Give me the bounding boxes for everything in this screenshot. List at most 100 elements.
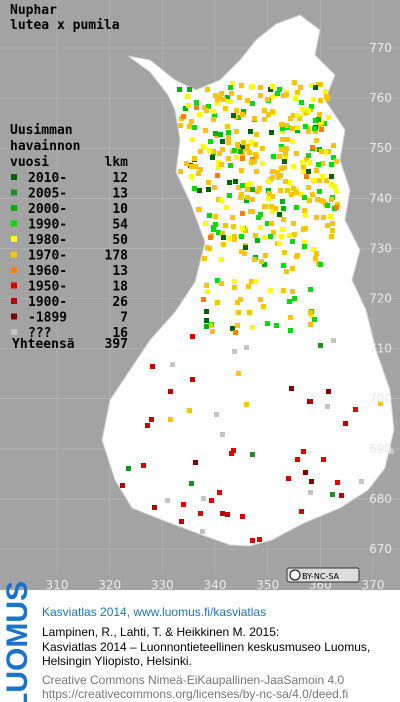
square	[232, 285, 237, 290]
square	[306, 185, 311, 190]
square	[231, 113, 236, 118]
square	[168, 417, 173, 422]
square	[229, 451, 234, 456]
square	[227, 236, 232, 241]
observation-squares	[120, 80, 394, 543]
square	[239, 249, 244, 254]
square	[252, 257, 257, 262]
legend-count: 10	[112, 202, 128, 217]
square	[269, 130, 274, 135]
square	[303, 470, 308, 475]
square	[215, 278, 220, 283]
footer-headline: Kasviatlas 2014, www.luomus.fi/kasviatla…	[42, 605, 266, 619]
square	[203, 128, 208, 133]
square	[302, 244, 307, 249]
square	[307, 198, 312, 203]
square	[262, 262, 267, 267]
square	[218, 132, 223, 137]
square	[246, 284, 251, 289]
square	[239, 234, 244, 239]
square	[211, 227, 216, 232]
square	[227, 180, 232, 185]
square	[232, 148, 237, 153]
legend-swatch	[11, 298, 17, 304]
square	[189, 119, 194, 124]
square	[275, 91, 280, 96]
square	[231, 448, 236, 453]
square	[281, 227, 286, 232]
x-grid-label: 350	[256, 578, 279, 592]
square	[252, 116, 257, 121]
square	[207, 148, 212, 153]
square	[329, 182, 334, 187]
square	[295, 125, 300, 130]
square	[240, 112, 245, 117]
square	[203, 221, 208, 226]
square	[306, 169, 311, 174]
square	[283, 151, 288, 156]
square	[316, 82, 321, 87]
square	[224, 205, 229, 210]
square	[244, 198, 249, 203]
square	[291, 186, 296, 191]
square	[192, 156, 197, 161]
square	[215, 101, 220, 106]
square	[238, 149, 243, 154]
square	[223, 106, 228, 111]
square	[263, 253, 268, 258]
square	[234, 155, 239, 160]
square	[187, 124, 192, 129]
square	[236, 371, 241, 376]
square	[303, 213, 308, 218]
square	[120, 483, 125, 488]
square	[306, 126, 311, 131]
square	[268, 288, 273, 293]
square	[215, 173, 220, 178]
square	[277, 154, 282, 159]
x-grid-label: 370	[362, 578, 385, 592]
square	[244, 345, 249, 350]
square	[258, 297, 263, 302]
square	[275, 170, 280, 175]
square	[223, 223, 228, 228]
square	[190, 137, 195, 142]
legend-heading: havainnon	[10, 139, 80, 154]
square	[204, 283, 209, 288]
square	[285, 188, 290, 193]
square	[271, 154, 276, 159]
square	[262, 117, 267, 122]
square	[216, 165, 221, 170]
square	[273, 206, 278, 211]
square	[291, 113, 296, 118]
square	[250, 187, 255, 192]
square	[202, 256, 207, 261]
square	[306, 153, 311, 158]
square	[205, 87, 210, 92]
square	[270, 109, 275, 114]
legend-label: 1950-	[28, 280, 67, 295]
square	[220, 147, 225, 152]
square	[204, 324, 209, 329]
square	[277, 87, 282, 92]
legend-count: 16	[112, 326, 128, 341]
legend-count: 7	[120, 311, 128, 326]
square	[258, 93, 263, 98]
square	[277, 212, 282, 217]
square	[315, 197, 320, 202]
square	[249, 140, 254, 145]
square	[323, 89, 328, 94]
square	[250, 197, 255, 202]
square	[225, 95, 230, 100]
square	[266, 196, 271, 201]
square	[234, 129, 239, 134]
square	[255, 189, 260, 194]
square	[210, 329, 215, 334]
x-grid-label: 310	[46, 578, 69, 592]
square	[198, 511, 203, 516]
square	[283, 156, 288, 161]
square	[284, 123, 289, 128]
square	[219, 162, 224, 167]
square	[181, 114, 186, 119]
square	[256, 215, 261, 220]
